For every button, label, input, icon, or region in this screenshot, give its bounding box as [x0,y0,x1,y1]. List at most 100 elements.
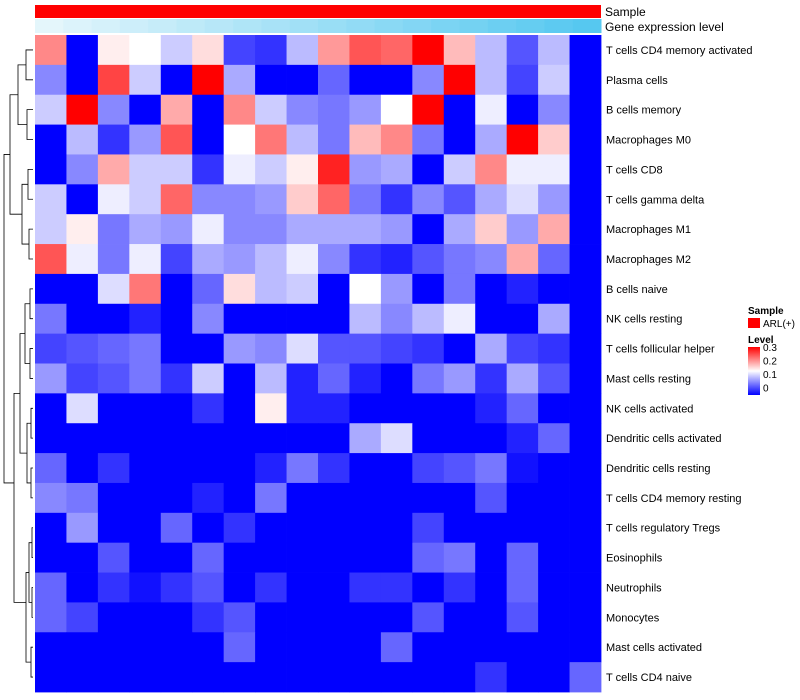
legend-level-tick: 0.2 [763,357,777,368]
heatmap-cell [286,303,319,335]
heatmap-cell [255,512,287,544]
dendrogram-link [30,467,33,499]
heatmap-cell [192,333,225,364]
gene-expression-cell [119,19,149,33]
heatmap-cell [380,602,413,633]
heatmap-cell [97,94,130,125]
gene-expression-cell [204,19,234,33]
heatmap-cell [223,333,256,364]
heatmap-cell [97,423,130,454]
heatmap-cell [66,273,99,305]
heatmap-cell [506,333,539,364]
dendrogram-link [29,348,33,379]
heatmap-cell [160,154,193,185]
heatmap-cell [569,482,602,514]
heatmap-cell [160,273,193,305]
heatmap-cell [443,273,476,305]
heatmap-cell [35,662,67,693]
dendrogram-link [9,94,22,215]
gene-expression-cell [487,19,517,33]
gene-expression-cell [318,19,347,33]
heatmap-cell [35,632,67,663]
heatmap-cell [286,512,319,544]
heatmap-cell [506,303,539,335]
heatmap-cell [160,363,193,394]
heatmap-cell [255,154,287,185]
row-dendrogram [3,49,33,678]
heatmap-cell [66,244,99,275]
heatmap-cell [35,393,67,424]
dendrogram-link [28,542,32,603]
heatmap-cell [380,184,413,215]
row-label: Plasma cells [606,75,668,87]
heatmap-cell [349,35,382,66]
heatmap-cell [506,184,539,215]
gene-expression-cell [91,19,121,33]
heatmap-cell [129,124,162,155]
heatmap-cell [255,64,287,96]
heatmap-cell [443,154,476,185]
heatmap-cell [318,632,350,663]
legend-level-title: Level [748,335,774,346]
heatmap-cell [129,662,162,693]
heatmap-cell [538,423,570,454]
heatmap-cell [506,542,539,573]
heatmap-cell [506,393,539,424]
heatmap-cell [538,273,570,305]
heatmap-cell [66,184,99,215]
heatmap-cell [443,482,476,514]
heatmap-cell [506,423,539,454]
heatmap-cell [412,184,445,215]
heatmap-cell [569,154,602,185]
heatmap-cell [318,542,350,573]
heatmap-cell [443,512,476,544]
heatmap-cell [255,542,287,573]
heatmap-cell [412,124,445,155]
heatmap-cell [349,572,382,603]
heatmap-cell [97,244,130,275]
heatmap-cell [192,632,225,663]
heatmap-cell [506,35,539,66]
heatmap-cell [192,94,225,125]
heatmap-cell [129,423,162,454]
heatmap-cell [443,303,476,335]
heatmap-cell [286,572,319,603]
heatmap-cell [380,482,413,514]
heatmap-cell [286,244,319,275]
row-label: NK cells resting [606,314,682,326]
heatmap-cell [412,333,445,364]
heatmap-cell [97,64,130,96]
heatmap-cell [192,512,225,544]
heatmap-cell [192,35,225,66]
heatmap-cell [569,512,602,544]
heatmap-cell [66,662,99,693]
dendrogram-link [30,407,33,439]
heatmap-cell [538,35,570,66]
heatmap-cell [538,393,570,424]
heatmap-cell [255,35,287,66]
heatmap-cell [569,662,602,693]
gene-expression-cell [572,19,602,33]
heatmap-cell [506,453,539,484]
heatmap-cell [97,453,130,484]
heatmap-cell [318,94,350,125]
heatmap-cell [286,94,319,125]
heatmap-cell [475,273,508,305]
heatmap-cell [538,64,570,96]
heatmap-cell [318,512,350,544]
heatmap-cell [160,214,193,245]
heatmap-cell [66,35,99,66]
row-label: NK cells activated [606,403,693,415]
heatmap-cell [318,482,350,514]
heatmap-cell [223,273,256,305]
heatmap-cell [569,273,602,305]
heatmap-cell [35,453,67,484]
heatmap-cell [380,662,413,693]
dendrogram-link [25,572,31,663]
heatmap-cell [538,154,570,185]
heatmap-cell [349,393,382,424]
gene-expression-cell [261,19,291,33]
legend-sample-swatch [748,318,760,328]
heatmap-cell [160,303,193,335]
heatmap-cell [412,64,445,96]
